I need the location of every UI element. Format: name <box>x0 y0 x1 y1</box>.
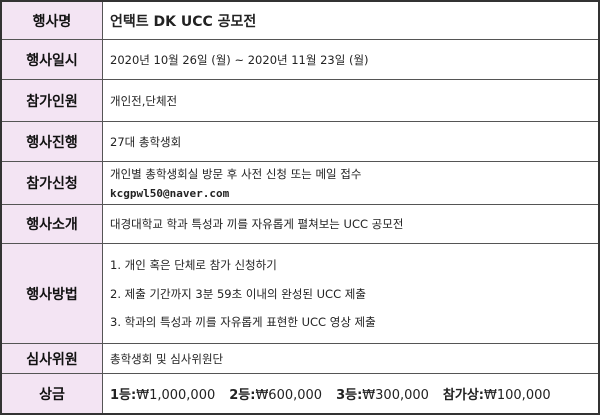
row-label: 상금 <box>2 374 103 413</box>
content-line: 언택트 DK UCC 공모전 <box>110 13 257 30</box>
prize: 참가상:₩100,000 <box>443 384 551 403</box>
content-line: 3. 학과의 특성과 끼를 자유롭게 표현한 UCC 영상 제출 <box>110 315 376 330</box>
row-label: 행사명 <box>2 2 103 39</box>
row-content: 개인별 총학생회실 방문 후 사전 신청 또는 메일 접수 kcgpwl50@na… <box>110 162 592 204</box>
row-label: 행사진행 <box>2 122 103 161</box>
row-content: 개인전,단체전 <box>110 80 592 121</box>
row-content: 언택트 DK UCC 공모전 <box>110 2 592 39</box>
row-content: 대경대학교 학과 특성과 끼를 자유롭게 펼쳐보는 UCC 공모전 <box>110 205 592 243</box>
prize-rank: 2등: <box>229 388 256 403</box>
prize: 1등:₩1,000,000 <box>110 384 215 403</box>
content-line: 27대 총학생회 <box>110 134 182 149</box>
prize: 2등:₩600,000 <box>229 384 322 403</box>
row-label: 행사일시 <box>2 40 103 79</box>
table-row: 상금 1등:₩1,000,000 2등:₩600,000 3등:₩300,000 참가상… <box>2 374 598 413</box>
row-label: 행사방법 <box>2 244 103 343</box>
content-line: 2. 제출 기간까지 3분 59초 이내의 완성된 UCC 제출 <box>110 286 366 301</box>
prize: 3등:₩300,000 <box>336 384 429 403</box>
prize-rank: 1등: <box>110 388 137 403</box>
table-row: 심사위원 총학생회 및 심사위원단 <box>2 344 598 374</box>
row-content: 1등:₩1,000,000 2등:₩600,000 3등:₩300,000 참가상:₩… <box>110 374 592 413</box>
row-label: 심사위원 <box>2 344 103 373</box>
table-row: 행사진행 27대 총학생회 <box>2 122 598 162</box>
row-content: 2020년 10월 26일 (월) ~ 2020년 11월 23일 (월) <box>110 40 592 79</box>
content-line: 대경대학교 학과 특성과 끼를 자유롭게 펼쳐보는 UCC 공모전 <box>110 217 404 231</box>
prize-rank: 3등: <box>336 388 363 403</box>
prize-amount: ₩300,000 <box>362 388 429 403</box>
prize-amount: ₩1,000,000 <box>136 388 216 403</box>
content-line: 2020년 10월 26일 (월) ~ 2020년 11월 23일 (월) <box>110 52 369 67</box>
content-line: 총학생회 및 심사위원단 <box>110 351 224 366</box>
table-row: 참가인원 개인전,단체전 <box>2 80 598 122</box>
table-row: 행사소개 대경대학교 학과 특성과 끼를 자유롭게 펼쳐보는 UCC 공모전 <box>2 205 598 244</box>
row-label: 참가인원 <box>2 80 103 121</box>
row-content: 1. 개인 혹은 단체로 참가 신청하기 2. 제출 기간까지 3분 59초 이내… <box>110 244 592 343</box>
table-row: 참가신청 개인별 총학생회실 방문 후 사전 신청 또는 메일 접수 kcgpwl5… <box>2 162 598 205</box>
row-label: 행사소개 <box>2 205 103 243</box>
content-line: 개인별 총학생회실 방문 후 사전 신청 또는 메일 접수 <box>110 167 362 182</box>
row-content: 27대 총학생회 <box>110 122 592 161</box>
row-content: 총학생회 및 심사위원단 <box>110 344 592 373</box>
content-line: 개인전,단체전 <box>110 93 178 108</box>
table-row: 행사일시 2020년 10월 26일 (월) ~ 2020년 11월 23일 (월… <box>2 40 598 80</box>
table-row: 행사방법 1. 개인 혹은 단체로 참가 신청하기 2. 제출 기간까지 3분 59… <box>2 244 598 344</box>
content-line: 1. 개인 혹은 단체로 참가 신청하기 <box>110 257 277 272</box>
table-row: 행사명 언택트 DK UCC 공모전 <box>2 2 598 40</box>
prize-amount: ₩600,000 <box>255 388 323 403</box>
prize-amount: ₩100,000 <box>484 388 551 403</box>
email: kcgpwl50@naver.com <box>110 186 230 200</box>
row-label: 참가신청 <box>2 162 103 204</box>
prize-rank: 참가상: <box>442 388 485 403</box>
